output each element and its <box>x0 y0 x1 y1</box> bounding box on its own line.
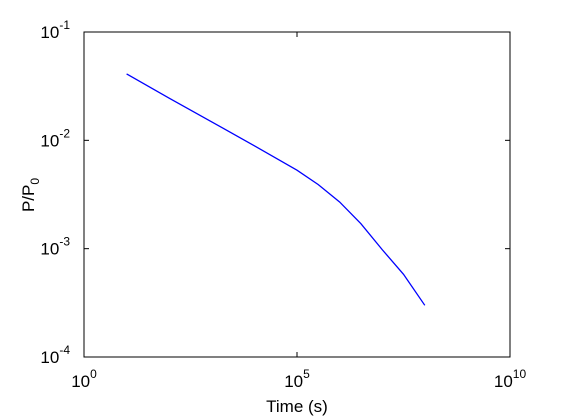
y-tick-label-base: 10 <box>40 240 59 259</box>
y-tick-label: 10-2 <box>40 126 70 150</box>
x-tick-label-base: 10 <box>71 372 90 391</box>
x-tick-label-exp: 5 <box>303 367 310 381</box>
y-tick-label-exp: -4 <box>59 343 70 357</box>
x-tick-label: 1010 <box>494 367 527 391</box>
y-axis-label: P/P0 <box>19 178 42 212</box>
y-tick-label-exp: -1 <box>59 18 70 32</box>
y-tick-label: 10-3 <box>40 235 70 259</box>
x-tick-label-base: 10 <box>494 372 513 391</box>
x-tick-label-exp: 10 <box>513 367 527 381</box>
y-tick-label-base: 10 <box>40 23 59 42</box>
y-axis-label-main: P/P <box>19 185 38 212</box>
x-tick-label: 105 <box>284 367 310 391</box>
y-axis-label-sub: 0 <box>28 178 42 185</box>
y-tick-label-base: 10 <box>40 348 59 367</box>
x-axis-label: Time (s) <box>266 397 328 416</box>
y-tick-label-exp: -3 <box>59 235 70 249</box>
data-line <box>126 73 426 306</box>
x-tick-label-exp: 0 <box>90 367 97 381</box>
y-tick-label-base: 10 <box>40 131 59 150</box>
x-tick-label: 100 <box>71 367 97 391</box>
plot-area <box>83 31 511 358</box>
y-tick-label: 10-1 <box>40 18 70 42</box>
x-tick-label-base: 10 <box>284 372 303 391</box>
y-tick-label: 10-4 <box>40 343 70 367</box>
y-tick-label-exp: -2 <box>59 126 70 140</box>
